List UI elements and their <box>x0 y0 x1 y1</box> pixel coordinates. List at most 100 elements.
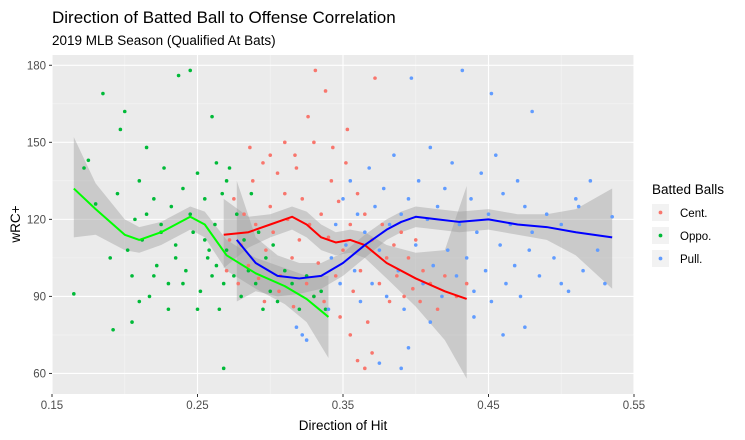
data-point-pull <box>435 204 440 209</box>
data-point-cent <box>384 256 389 260</box>
data-point-oppo <box>147 294 152 299</box>
data-point-cent <box>293 153 297 157</box>
data-point-cent <box>306 114 310 119</box>
legend-marker-cent <box>658 210 663 215</box>
x-tick-label: 0.35 <box>332 400 354 412</box>
data-point-pull <box>450 161 454 165</box>
legend-marker-pull <box>658 256 663 261</box>
data-point-oppo <box>271 243 275 247</box>
data-point-cent <box>264 248 268 252</box>
data-point-oppo <box>198 289 203 294</box>
data-point-cent <box>283 140 287 145</box>
x-axis-label: Direction of Hit <box>299 418 388 433</box>
data-point-cent <box>326 235 331 240</box>
legend-title: Batted Balls <box>652 182 724 197</box>
data-point-oppo <box>144 212 149 217</box>
smooth-line-cent <box>223 215 468 300</box>
data-point-pull <box>348 179 353 183</box>
data-point-oppo <box>242 238 246 242</box>
data-point-cent <box>294 166 299 170</box>
data-point-cent <box>246 263 251 268</box>
data-point-cent <box>358 268 363 273</box>
data-point-oppo <box>130 320 134 324</box>
data-point-cent <box>290 256 294 260</box>
data-point-cent <box>351 289 355 294</box>
data-point-pull <box>428 145 433 150</box>
data-point-cent <box>392 243 396 247</box>
data-point-pull <box>443 186 447 191</box>
y-tick-label: 90 <box>33 291 46 303</box>
data-point-oppo <box>202 238 207 242</box>
data-point-cent <box>413 238 418 242</box>
data-point-pull <box>392 153 396 157</box>
data-point-pull <box>431 263 436 268</box>
data-point-pull <box>559 222 564 227</box>
legend-keys: Cent. Oppo. Pull. <box>652 204 711 267</box>
data-point-oppo <box>283 268 287 273</box>
data-point-pull <box>300 333 305 337</box>
data-point-cent <box>329 179 334 183</box>
data-point-cent <box>333 274 338 278</box>
plot-panel <box>51 55 635 394</box>
data-point-pull <box>373 204 377 209</box>
data-point-pull <box>355 212 360 217</box>
data-point-oppo <box>195 171 200 175</box>
data-point-oppo <box>264 256 268 260</box>
data-point-cent <box>275 171 280 175</box>
legend: Batted Balls Cent. Oppo. Pull. <box>652 182 724 267</box>
data-point-pull <box>387 222 392 227</box>
data-point-oppo <box>152 274 156 278</box>
data-point-pull <box>518 294 523 299</box>
data-point-oppo <box>205 256 210 260</box>
data-point-pull <box>544 212 549 217</box>
data-point-pull <box>588 179 593 183</box>
chart-title: Direction of Batted Ball to Offense Corr… <box>52 8 396 27</box>
data-point-pull <box>472 315 476 319</box>
data-point-cent <box>300 197 305 201</box>
data-point-oppo <box>221 281 226 286</box>
data-point-oppo <box>220 191 225 196</box>
data-point-pull <box>552 256 556 260</box>
data-point-oppo <box>72 292 76 296</box>
data-point-cent <box>418 299 422 304</box>
data-point-cent <box>365 320 370 324</box>
data-point-pull <box>469 197 473 201</box>
data-point-pull <box>472 289 476 294</box>
data-point-oppo <box>227 166 232 170</box>
data-point-cent <box>345 127 350 132</box>
data-point-pull <box>566 289 571 294</box>
data-point-cent <box>253 222 258 227</box>
x-tick-label: 0.15 <box>41 400 63 412</box>
y-tick-label: 120 <box>27 214 46 226</box>
data-point-cent <box>355 191 360 196</box>
data-point-pull <box>367 166 371 170</box>
data-point-oppo <box>93 202 98 206</box>
data-point-pull <box>498 243 502 247</box>
data-point-pull <box>352 268 357 273</box>
data-point-oppo <box>290 281 294 286</box>
grid-major <box>51 55 635 394</box>
confidence-band-cent <box>223 185 467 379</box>
data-point-oppo <box>122 109 127 114</box>
data-point-oppo <box>221 366 226 371</box>
data-point-oppo <box>111 327 115 332</box>
data-point-pull <box>406 197 411 201</box>
data-point-oppo <box>268 289 273 294</box>
data-point-oppo <box>213 222 217 227</box>
data-point-cent <box>316 261 321 265</box>
data-point-cent <box>262 299 267 304</box>
data-point-cent <box>377 281 382 286</box>
data-point-cent <box>402 294 406 299</box>
data-point-oppo <box>166 281 171 286</box>
data-point-pull <box>486 212 491 217</box>
data-point-pull <box>483 268 488 273</box>
data-point-pull <box>523 325 527 330</box>
data-point-cent <box>464 281 469 286</box>
data-point-oppo <box>188 212 193 217</box>
data-point-oppo <box>152 197 156 201</box>
data-point-oppo <box>188 68 193 73</box>
data-point-cent <box>435 307 440 312</box>
data-point-cent <box>277 289 281 294</box>
data-point-oppo <box>195 307 200 312</box>
data-point-oppo <box>169 204 174 209</box>
